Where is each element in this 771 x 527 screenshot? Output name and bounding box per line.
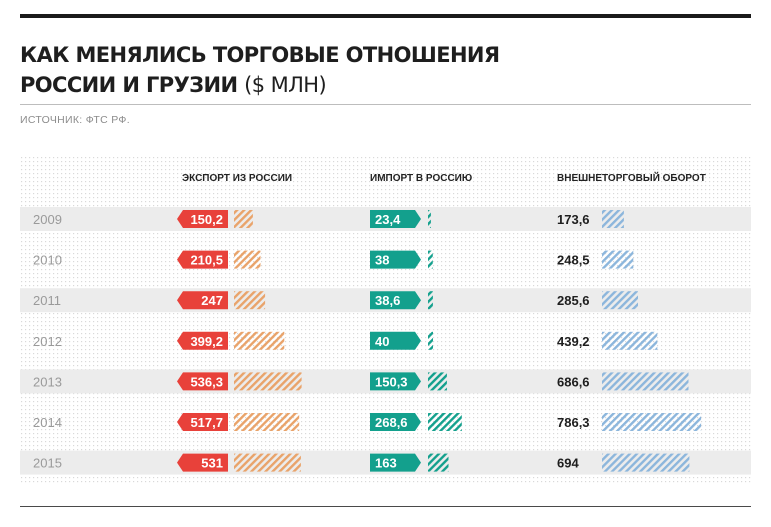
import-value: 23,4 — [375, 212, 401, 227]
export-bar — [234, 413, 300, 431]
import-value: 38,6 — [375, 293, 400, 308]
export-bar — [234, 331, 285, 350]
year-label: 2014 — [33, 415, 62, 430]
export-value-tag — [177, 331, 228, 350]
turnover-value: 248,5 — [557, 253, 590, 268]
export-bar — [234, 250, 261, 269]
export-value-tag — [177, 210, 228, 228]
title-line-2: РОССИИ И ГРУЗИИ ($ МЛН) — [20, 70, 720, 100]
top-rule — [20, 14, 751, 18]
data-rows: 2009 150,2 23,4 173,6 2010 210,5 38 248,5 2011 24… — [33, 210, 702, 472]
turnover-value: 439,2 — [557, 334, 590, 349]
export-bar — [234, 453, 301, 472]
import-bar — [428, 453, 449, 472]
export-bar — [234, 291, 266, 310]
turnover-value: 786,3 — [557, 415, 590, 430]
title-line-1: КАК МЕНЯЛИСЬ ТОРГОВЫЕ ОТНОШЕНИЯ — [20, 43, 500, 67]
table-row: 2011 247 38,6 285,6 — [33, 291, 638, 310]
export-value: 536,3 — [190, 374, 223, 389]
export-value: 247 — [201, 293, 223, 308]
year-label: 2010 — [33, 253, 62, 268]
turnover-bar — [602, 291, 638, 310]
export-bar — [234, 372, 302, 391]
turnover-value: 173,6 — [557, 212, 590, 227]
turnover-value: 285,6 — [557, 293, 590, 308]
import-bar — [428, 413, 462, 431]
import-value-tag — [370, 291, 421, 310]
import-value: 150,3 — [375, 374, 408, 389]
export-value-tag — [177, 291, 228, 310]
column-headers: ЭКСПОРТ ИЗ РОССИИ ИМПОРТ В РОССИЮ ВНЕШНЕТО… — [182, 171, 706, 184]
export-value-tag — [177, 413, 228, 431]
table-row: 2010 210,5 38 248,5 — [33, 250, 634, 269]
turnover-bar — [602, 331, 658, 350]
title-line-2-text: РОССИИ И ГРУЗИИ — [20, 73, 238, 97]
export-value-tag — [177, 453, 228, 472]
chart-title: КАК МЕНЯЛИСЬ ТОРГОВЫЕ ОТНОШЕНИЯ РОССИИ И… — [20, 40, 720, 100]
year-label: 2011 — [33, 293, 61, 308]
import-value-tag — [370, 413, 421, 431]
turnover-bar — [602, 372, 689, 391]
year-label: 2012 — [33, 334, 62, 349]
turnover-value: 686,6 — [557, 374, 590, 389]
table-row: 2009 150,2 23,4 173,6 — [33, 210, 624, 228]
import-value: 268,6 — [375, 415, 408, 430]
export-value: 210,5 — [190, 253, 223, 268]
export-bar — [234, 210, 253, 228]
column-header-1: ЭКСПОРТ ИЗ РОССИИ — [182, 173, 292, 184]
import-bar — [428, 372, 447, 391]
year-label: 2009 — [33, 212, 62, 227]
import-bar — [428, 210, 431, 228]
table-row: 2013 536,3 150,3 686,6 — [33, 372, 689, 391]
dotted-background — [20, 155, 751, 485]
title-unit: ($ МЛН) — [244, 73, 327, 97]
export-value: 531 — [201, 456, 223, 471]
export-value: 150,2 — [190, 212, 223, 227]
year-label: 2015 — [33, 456, 62, 471]
table-row: 2014 517,7 268,6 786,3 — [33, 413, 702, 431]
import-value: 38 — [375, 253, 389, 268]
export-value: 399,2 — [190, 334, 223, 349]
column-header-2: ИМПОРТ В РОССИЮ — [370, 173, 472, 184]
import-value-tag — [370, 250, 421, 269]
import-bar — [428, 250, 433, 269]
title-divider — [20, 104, 751, 105]
table-row: 2012 399,2 40 439,2 — [33, 331, 658, 350]
table-row: 2015 531 163 694 — [33, 453, 690, 472]
export-value: 517,7 — [190, 415, 223, 430]
import-value: 40 — [375, 334, 389, 349]
import-value: 163 — [375, 456, 397, 471]
turnover-bar — [602, 250, 634, 269]
export-value-tag — [177, 250, 228, 269]
turnover-value: 694 — [557, 456, 579, 471]
import-value-tag — [370, 372, 421, 391]
import-value-tag — [370, 453, 421, 472]
bottom-rule — [20, 506, 751, 507]
import-value-tag — [370, 210, 421, 228]
import-bar — [428, 331, 433, 350]
year-label: 2013 — [33, 374, 62, 389]
turnover-bar — [602, 413, 702, 431]
turnover-bar — [602, 210, 624, 228]
column-header-3: ВНЕШНЕТОРГОВЫЙ ОБОРОТ — [557, 171, 706, 184]
import-bar — [428, 291, 433, 310]
import-value-tag — [370, 331, 421, 350]
turnover-bar — [602, 453, 690, 472]
source-note: ИСТОЧНИК: ФТС РФ. — [20, 114, 130, 126]
export-value-tag — [177, 372, 228, 391]
